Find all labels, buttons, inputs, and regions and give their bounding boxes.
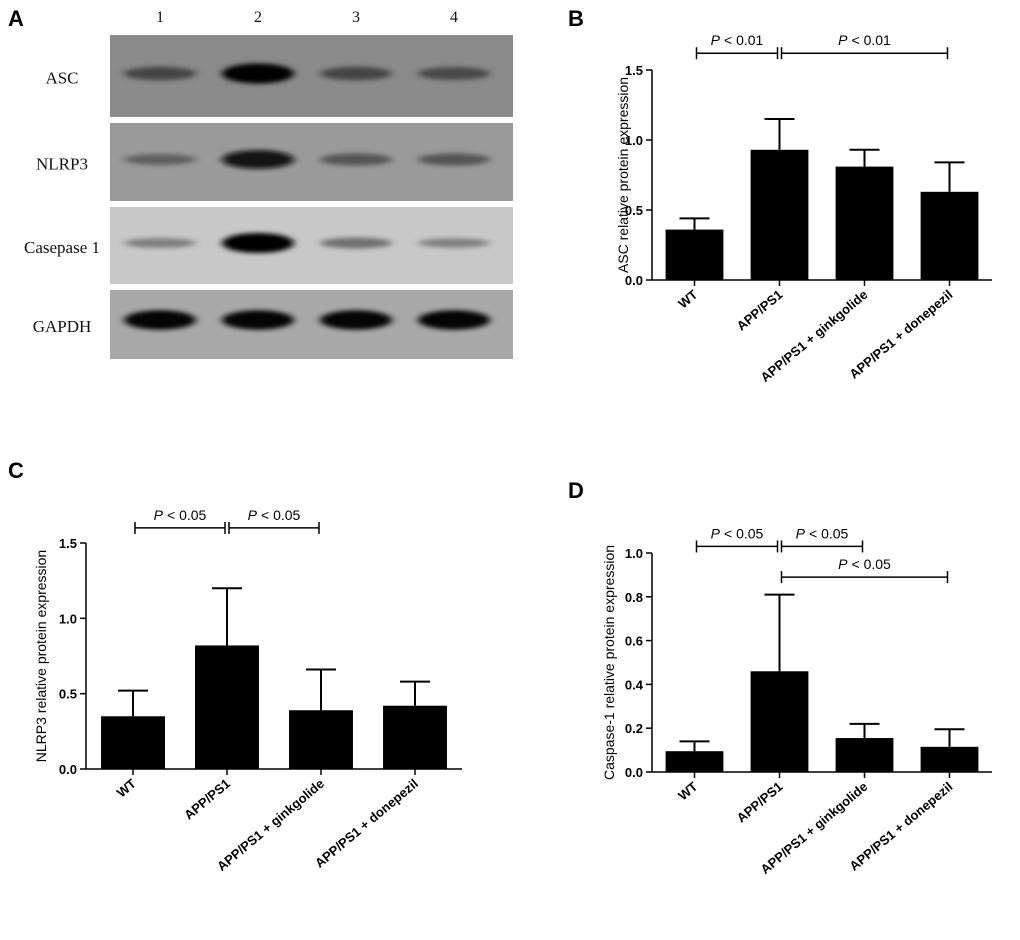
y-axis-label: ASC relative protein expression (615, 77, 631, 273)
blot-band (320, 66, 392, 81)
lane-number: 1 (156, 9, 164, 26)
bar (750, 149, 809, 280)
bar (835, 166, 894, 280)
bar (383, 705, 447, 769)
p-threshold: < 0.05 (852, 556, 892, 572)
bar (289, 710, 353, 769)
x-tick-label: WT (675, 287, 700, 312)
p-value-label: P < 0.05 (838, 556, 891, 572)
y-tick-label: 0.2 (625, 721, 643, 736)
y-axis-label: Caspase-1 relative protein expression (601, 545, 617, 780)
x-tick-label: WT (675, 779, 700, 804)
lane-number: 4 (450, 9, 458, 26)
x-tick-label: APP/PS1 (734, 779, 786, 826)
x-tick-label: APP/PS1 (734, 287, 786, 334)
blot-band (124, 154, 196, 165)
panel-letter-a: A (8, 6, 24, 31)
bar (665, 751, 724, 772)
nlrp3-expression-chart: 0.0 0.5 1.0 1.5 NLRP3 relative protein expre… (33, 507, 462, 874)
bar (101, 716, 165, 769)
y-axis-label: NLRP3 relative protein expression (33, 550, 49, 762)
y-tick-label: 0.0 (59, 762, 77, 777)
blot-band (418, 66, 490, 81)
y-tick-label: 0.5 (625, 203, 643, 218)
p-symbol: P (711, 525, 721, 541)
y-tick-label: 1.5 (59, 536, 77, 551)
blot-band (222, 63, 294, 84)
p-value-label: P < 0.05 (796, 525, 849, 541)
p-value-label: P < 0.01 (711, 32, 764, 48)
y-tick-label: 1.0 (625, 546, 643, 561)
p-threshold: < 0.05 (261, 507, 301, 523)
western-blot: ASC NLRP3 Casepase 1 GAPDH 1 2 3 4 (24, 9, 513, 359)
blot-row: ASC (45, 35, 513, 117)
p-value-label: P < 0.01 (838, 32, 891, 48)
blot-band (320, 310, 392, 330)
p-symbol: P (711, 32, 721, 48)
lane-number: 3 (352, 9, 360, 26)
blot-row: GAPDH (33, 290, 513, 359)
bar (920, 746, 979, 772)
y-tick-label: 0.5 (59, 687, 77, 702)
blot-row-label: ASC (45, 69, 78, 88)
y-tick-label: 1.0 (59, 611, 77, 626)
x-tick-label: APP/PS1 (181, 776, 233, 823)
p-threshold: < 0.05 (167, 507, 207, 523)
bar (665, 229, 724, 280)
p-threshold: < 0.01 (852, 32, 892, 48)
bar (920, 191, 979, 280)
blot-band (320, 237, 392, 249)
y-tick-label: 1.0 (625, 133, 643, 148)
p-threshold: < 0.01 (724, 32, 764, 48)
y-tick-label: 0.4 (625, 677, 644, 692)
y-tick-label: 0.0 (625, 765, 643, 780)
bar (750, 671, 809, 772)
bar (835, 738, 894, 772)
caspase1-expression-chart: 0.0 0.2 0.4 0.6 0.8 1.0 Caspase-1 relative pro… (601, 525, 992, 877)
y-tick-label: 0.0 (625, 273, 643, 288)
panel-letter-d: D (568, 478, 584, 503)
blot-band (320, 153, 392, 166)
blot-band (418, 238, 490, 248)
blot-band (418, 310, 490, 330)
p-symbol: P (838, 32, 848, 48)
blot-row-label: GAPDH (33, 317, 92, 336)
blot-band (222, 150, 294, 169)
x-tick-label: APP/PS1 + donepezil (312, 776, 421, 871)
x-tick-label: APP/PS1 + ginkgolide (214, 776, 327, 874)
y-tick-label: 0.8 (625, 590, 643, 605)
p-value-label: P < 0.05 (248, 507, 301, 523)
blot-row-label: Casepase 1 (24, 238, 100, 257)
blot-band (124, 310, 196, 330)
p-symbol: P (838, 556, 848, 572)
p-threshold: < 0.05 (809, 525, 849, 541)
blot-band (124, 238, 196, 248)
blot-band (222, 233, 294, 253)
panel-letter-b: B (568, 6, 584, 31)
lane-number: 2 (254, 9, 262, 26)
blot-row: Casepase 1 (24, 207, 513, 284)
p-value-label: P < 0.05 (154, 507, 207, 523)
p-symbol: P (248, 507, 258, 523)
y-tick-label: 0.6 (625, 634, 643, 649)
blot-row-label: NLRP3 (36, 155, 88, 174)
blot-band (418, 153, 490, 166)
p-symbol: P (154, 507, 164, 523)
blot-band (222, 310, 294, 330)
blot-row: NLRP3 (36, 123, 513, 201)
p-value-label: P < 0.05 (711, 525, 764, 541)
panel-letter-c: C (8, 458, 24, 483)
p-symbol: P (796, 525, 806, 541)
bar (195, 645, 259, 769)
blot-band (124, 66, 196, 81)
y-tick-label: 1.5 (625, 63, 643, 78)
x-tick-label: WT (114, 776, 139, 801)
p-threshold: < 0.05 (724, 525, 764, 541)
